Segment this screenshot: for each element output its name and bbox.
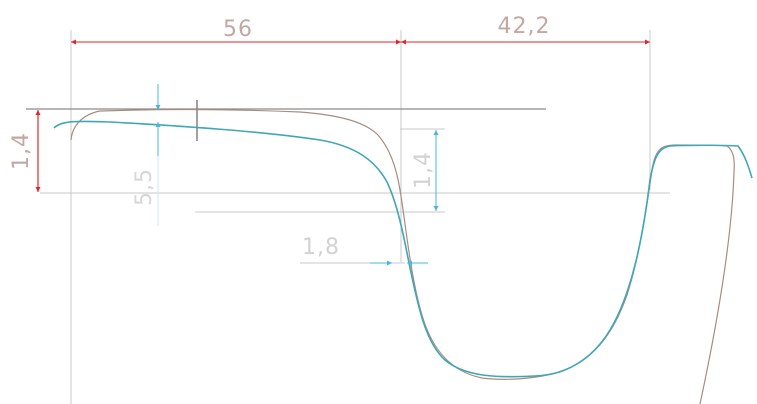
dimension-1-4-left: 1,4 [9, 110, 41, 192]
dimension-5-5-label: 5,5 [132, 168, 157, 206]
dimension-1-4-right-label: 1,4 [411, 151, 436, 189]
reference-profile [70, 109, 735, 404]
dimension-1-4-right: 1,4 [411, 130, 439, 211]
dimension-1-8-label: 1,8 [302, 235, 340, 260]
dimension-56-label: 56 [223, 17, 253, 42]
dimension-42-2: 42,2 [401, 14, 650, 45]
dimension-5-5: 5,5 [132, 84, 161, 226]
dimension-1-8: 1,8 [302, 235, 428, 266]
dimension-56: 56 [71, 17, 401, 45]
tire-profile [53, 120, 753, 378]
extension-lines [40, 30, 670, 404]
dimension-42-2-label: 42,2 [498, 14, 551, 39]
dimension-1-4-left-label: 1,4 [9, 132, 34, 170]
